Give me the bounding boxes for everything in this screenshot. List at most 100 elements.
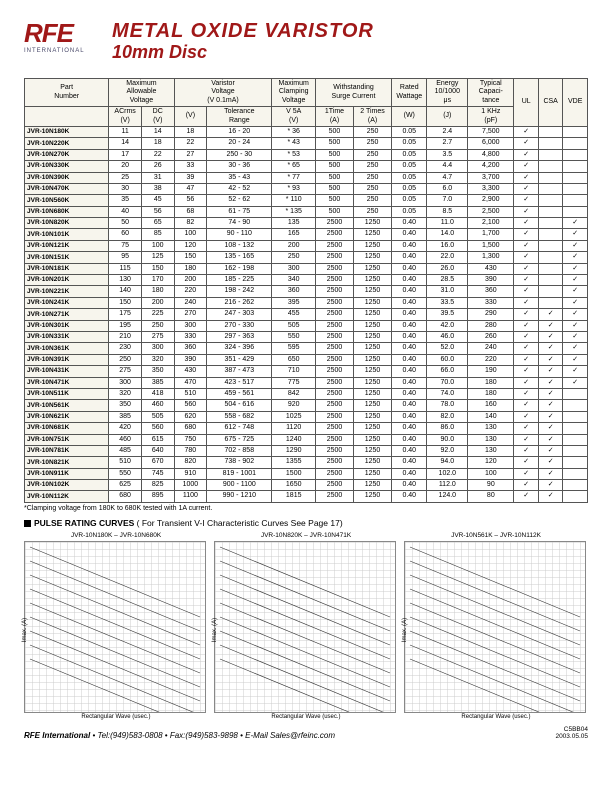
table-cell: 1250 <box>354 286 392 297</box>
table-cell: 14 <box>141 126 174 137</box>
table-cell: 7.0 <box>427 195 468 206</box>
table-cell: 0.40 <box>392 263 427 274</box>
table-cell: 2500 <box>315 354 353 365</box>
table-cell: 135 - 165 <box>207 252 272 263</box>
table-cell <box>538 218 562 229</box>
table-cell: 108 - 132 <box>207 240 272 251</box>
table-cell: 42 - 52 <box>207 183 272 194</box>
table-cell: 82.0 <box>427 411 468 422</box>
table-cell: ✓ <box>538 331 562 342</box>
table-cell: 0.05 <box>392 172 427 183</box>
table-cell: ✓ <box>514 468 538 479</box>
table-cell: 1250 <box>354 445 392 456</box>
table-cell: 1000 <box>174 480 207 491</box>
table-cell: 4.4 <box>427 161 468 172</box>
table-cell: 680 <box>174 423 207 434</box>
table-cell: 94.0 <box>427 457 468 468</box>
table-cell: 120 <box>174 240 207 251</box>
table-cell: 0.40 <box>392 331 427 342</box>
table-cell: ✓ <box>563 309 588 320</box>
part-number: JVR-10N201K <box>25 275 109 286</box>
table-cell: 280 <box>468 320 514 331</box>
part-number: JVR-10N180K <box>25 126 109 137</box>
part-number: JVR-10N911K <box>25 468 109 479</box>
table-cell: 33.5 <box>427 297 468 308</box>
page-title: METAL OXIDE VARISTOR <box>112 20 588 42</box>
table-cell: 38 <box>141 183 174 194</box>
table-cell: 250 <box>272 252 316 263</box>
table-cell <box>538 183 562 194</box>
table-cell: 0.40 <box>392 275 427 286</box>
table-cell <box>538 263 562 274</box>
table-cell: 135 <box>272 218 316 229</box>
table-cell: ✓ <box>514 126 538 137</box>
table-cell: 1250 <box>354 320 392 331</box>
table-cell: 52 - 62 <box>207 195 272 206</box>
table-cell: * 77 <box>272 172 316 183</box>
table-cell: 130 <box>109 275 142 286</box>
table-cell: 56 <box>174 195 207 206</box>
part-number: JVR-10N390K <box>25 172 109 183</box>
table-cell: 26 <box>141 161 174 172</box>
table-cell: 25 <box>109 172 142 183</box>
part-number: JVR-10N431K <box>25 366 109 377</box>
table-cell: 2500 <box>315 411 353 422</box>
table-cell: 150 <box>109 297 142 308</box>
table-cell: ✓ <box>514 411 538 422</box>
part-number: JVR-10N102K <box>25 480 109 491</box>
table-cell: 11.0 <box>427 218 468 229</box>
table-row: JVR-10N331K210275330297 - 36355025001250… <box>25 331 588 342</box>
col-subheader: ToleranceRange <box>207 107 272 127</box>
table-cell: 0.40 <box>392 491 427 502</box>
table-cell: 2500 <box>315 331 353 342</box>
table-cell: 27 <box>174 149 207 160</box>
table-cell: 100 <box>141 240 174 251</box>
table-row: JVR-10N301K195250300270 - 33050525001250… <box>25 320 588 331</box>
table-row: JVR-10N181K115150180162 - 19830025001250… <box>25 263 588 274</box>
table-cell: 16.0 <box>427 240 468 251</box>
table-cell: 420 <box>109 423 142 434</box>
table-cell: 120 <box>468 457 514 468</box>
table-row: JVR-10N201K130170200185 - 22534025001250… <box>25 275 588 286</box>
table-cell: 680 <box>109 491 142 502</box>
table-cell: 240 <box>468 343 514 354</box>
table-cell: 275 <box>109 366 142 377</box>
table-cell: ✓ <box>514 183 538 194</box>
table-row: JVR-10N751K460615750675 - 72512402500125… <box>25 434 588 445</box>
table-cell: 31.0 <box>427 286 468 297</box>
part-number: JVR-10N271K <box>25 309 109 320</box>
table-cell: * 65 <box>272 161 316 172</box>
table-cell: 200 <box>174 275 207 286</box>
table-cell: 3,700 <box>468 172 514 183</box>
table-cell <box>563 400 588 411</box>
table-cell <box>538 161 562 172</box>
table-cell <box>563 457 588 468</box>
table-cell <box>563 411 588 422</box>
table-cell: 675 - 725 <box>207 434 272 445</box>
table-cell: 1290 <box>272 445 316 456</box>
table-cell: ✓ <box>514 320 538 331</box>
table-cell: 86.0 <box>427 423 468 434</box>
table-cell: 3,300 <box>468 183 514 194</box>
part-number: JVR-10N331K <box>25 331 109 342</box>
table-cell: 150 <box>174 252 207 263</box>
table-cell: ✓ <box>538 309 562 320</box>
chart-title: JVR-10N180K – JVR-10N680K <box>24 532 208 539</box>
table-cell: 11 <box>109 126 142 137</box>
part-number: JVR-10N241K <box>25 297 109 308</box>
table-cell: 247 - 303 <box>207 309 272 320</box>
table-cell <box>538 275 562 286</box>
table-row: JVR-10N911K550745910819 - 10011500250012… <box>25 468 588 479</box>
footer-code: C5BB04 <box>555 726 588 733</box>
table-cell <box>538 286 562 297</box>
table-cell <box>563 195 588 206</box>
table-cell: 920 <box>272 400 316 411</box>
part-number: JVR-10N270K <box>25 149 109 160</box>
table-cell: 0.40 <box>392 354 427 365</box>
table-cell: 90 <box>468 480 514 491</box>
table-cell: 780 <box>174 445 207 456</box>
table-cell <box>563 434 588 445</box>
table-cell: 65 <box>141 218 174 229</box>
table-cell: 550 <box>109 468 142 479</box>
table-row: JVR-10N241K150200240216 - 26239525001250… <box>25 297 588 308</box>
